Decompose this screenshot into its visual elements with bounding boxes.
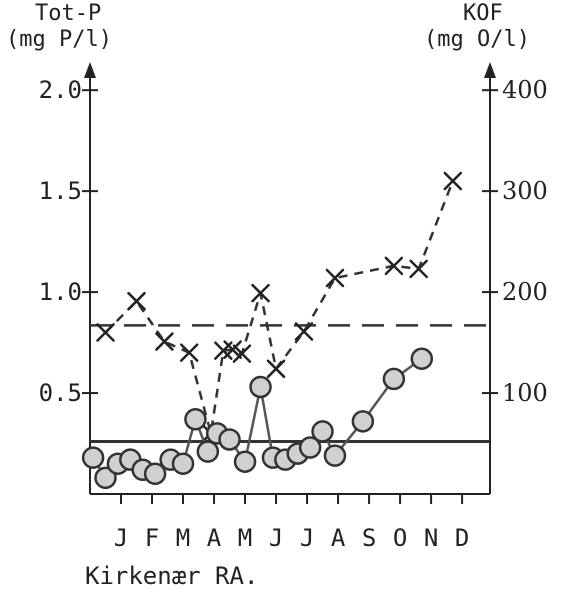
month-label: O <box>393 524 407 552</box>
kof-point <box>294 322 314 341</box>
kof-point <box>179 343 199 362</box>
month-label: S <box>362 524 376 552</box>
totp-point <box>94 466 117 490</box>
totp-point <box>196 440 220 463</box>
month-label: D <box>455 524 469 552</box>
kof-series-line <box>104 180 454 434</box>
totp-point <box>184 408 207 431</box>
left-axis-title-line2: (mg P/l) <box>6 27 112 52</box>
right-tick-label: 200 <box>502 278 548 306</box>
right-axis-title-line2: (mg O/l) <box>424 27 530 52</box>
kof-point <box>127 291 146 311</box>
chart-caption: Kirkenær RA. <box>85 562 258 590</box>
totp-point <box>143 462 167 486</box>
kof-point <box>443 171 463 191</box>
kof-point <box>155 332 174 351</box>
right-tick-label: 400 <box>502 76 548 104</box>
kof-point <box>223 340 242 359</box>
kof-point <box>409 259 428 279</box>
left-tick-label: 2.0 <box>39 76 82 104</box>
month-label: A <box>331 524 346 552</box>
right-tick-label: 300 <box>502 177 548 205</box>
left-tick-label: 0.5 <box>39 379 82 407</box>
totp-point <box>410 347 434 370</box>
month-label: J <box>114 524 128 552</box>
month-label: A <box>207 524 222 552</box>
left-tick-label: 1.5 <box>39 177 82 205</box>
left-axis-title-line1: Tot-P <box>35 1 101 26</box>
right-axis-arrow-icon <box>484 62 496 78</box>
right-tick-label: 100 <box>502 379 548 407</box>
totp-point <box>351 410 375 433</box>
totp-point <box>81 446 105 469</box>
totp-point <box>233 450 257 473</box>
totp-point <box>218 428 241 451</box>
totp-point <box>298 436 322 459</box>
kof-point <box>384 256 404 276</box>
totp-point <box>171 452 195 475</box>
totp-point <box>323 444 347 467</box>
month-label: J <box>300 524 314 552</box>
month-label: M <box>238 524 252 552</box>
totp-point <box>311 420 334 443</box>
month-label: M <box>176 524 190 552</box>
kof-point <box>251 283 270 303</box>
month-label: J <box>269 524 283 552</box>
left-axis-arrow-icon <box>84 62 96 78</box>
totp-point <box>382 367 406 391</box>
kof-point <box>232 344 252 363</box>
month-label: F <box>145 524 159 552</box>
month-label: N <box>424 524 438 552</box>
kof-point <box>266 359 286 379</box>
kof-point <box>96 323 115 342</box>
totp-point <box>249 375 272 399</box>
right-axis-title-line1: KOF <box>463 1 503 26</box>
left-tick-label: 1.0 <box>39 278 82 306</box>
kof-point <box>325 268 345 288</box>
